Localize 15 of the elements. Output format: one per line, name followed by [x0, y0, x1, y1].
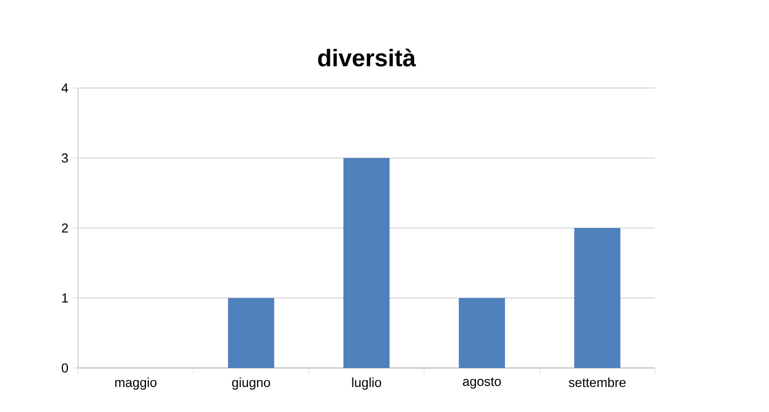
bar	[458, 298, 505, 368]
x-tick-label: luglio	[352, 378, 382, 390]
x-tick-label: maggio	[115, 378, 156, 390]
bar	[574, 228, 620, 368]
x-tick-label: settembre	[568, 378, 626, 388]
bar	[228, 298, 274, 368]
x-tick-label: giugno	[232, 378, 270, 390]
x-tick-label: agosto	[462, 378, 501, 389]
y-tick-label: 3	[62, 153, 68, 163]
bar	[343, 158, 390, 368]
y-tick-label: 1	[62, 294, 68, 302]
chart-title: diversità	[318, 48, 416, 66]
y-tick-label: 2	[62, 223, 68, 233]
y-tick-label: 0	[62, 363, 68, 373]
y-tick-label: 4	[62, 84, 68, 92]
